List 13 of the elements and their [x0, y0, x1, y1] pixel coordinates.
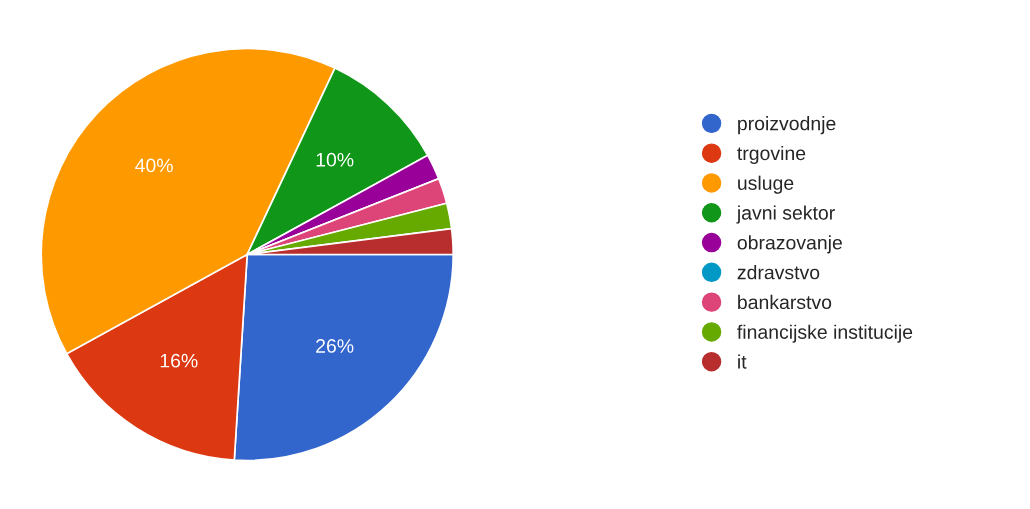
legend-label: usluge	[738, 175, 794, 194]
data-label: 40%	[135, 158, 173, 173]
data-label: 26%	[316, 339, 354, 353]
legend-label: it	[738, 354, 747, 369]
legend-label: javni sektor	[736, 205, 835, 224]
legend-label: trgovine	[737, 145, 806, 165]
data-label: 10%	[316, 152, 354, 167]
legend-label: obrazovanje	[737, 235, 842, 254]
legend-label: bankarstvo	[738, 294, 832, 310]
data-label: 16%	[160, 353, 198, 368]
legend-label: financijske institucije	[737, 324, 913, 343]
legend-label: zdravstvo	[737, 265, 820, 280]
legend-label: proizvodnje	[738, 116, 836, 135]
